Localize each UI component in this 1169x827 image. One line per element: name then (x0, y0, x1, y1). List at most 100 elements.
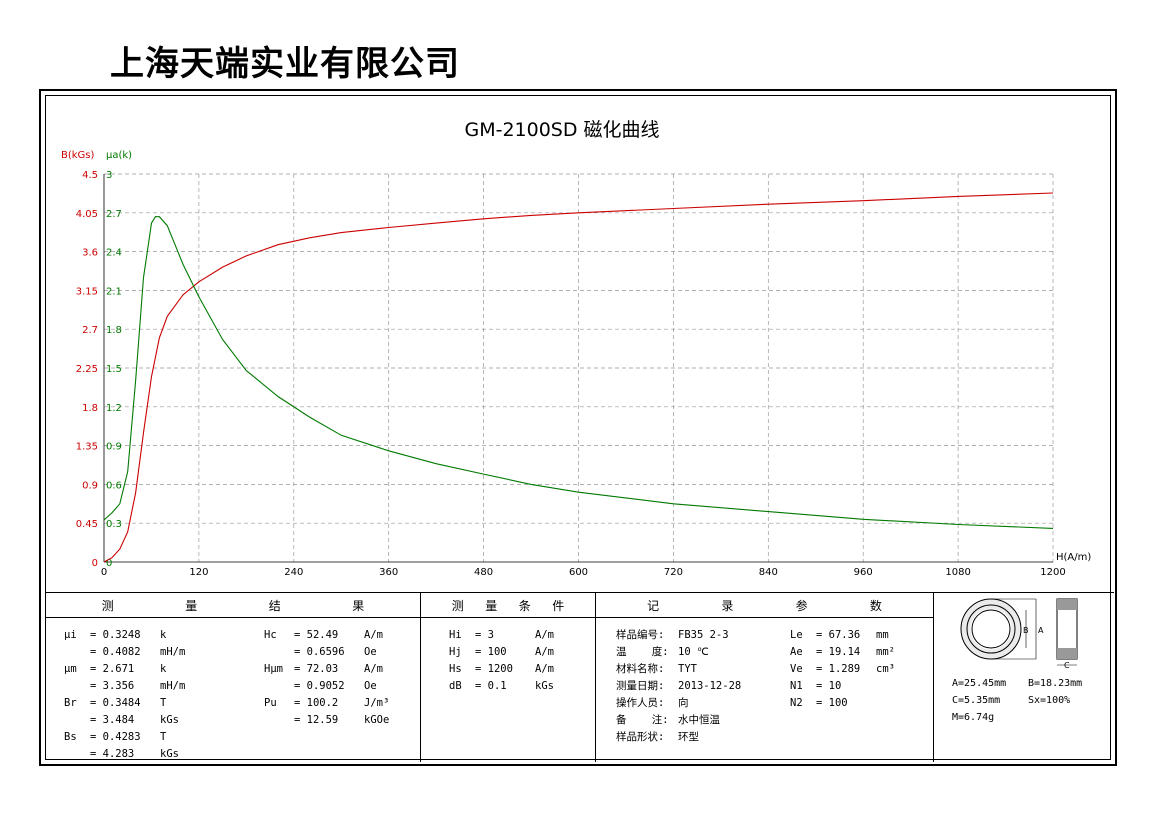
results-heading-char: 结 (268, 598, 281, 613)
conditions-row: Hj = 100 A/m (449, 644, 575, 661)
results-heading-char: 测 (101, 598, 114, 613)
results-cell: T (160, 731, 167, 743)
conditions-cell: = 1200 (475, 663, 513, 675)
x-tick-label: 240 (284, 567, 303, 578)
results-cell: k (160, 663, 167, 675)
results-cell: = 100.2 (294, 697, 339, 709)
results-cell: mH/m (160, 680, 186, 692)
params-cell: N2 (790, 697, 803, 709)
params-cell (876, 695, 906, 712)
conditions-row: Hi = 3 A/m (449, 627, 575, 644)
y-left-tick-label: 3.15 (76, 286, 98, 297)
y-right-tick-label: 2.7 (106, 209, 122, 220)
results-cell: = 0.4283 (90, 731, 141, 743)
params-cell: mm (876, 629, 889, 641)
x-tick-label: 0 (101, 567, 107, 578)
x-tick-label: 960 (854, 567, 873, 578)
chart-title: GM-2100SD 磁化曲线 (464, 119, 659, 141)
params-cell: 10 ℃ (678, 646, 709, 658)
params-row: 温 度: 10 ℃ (616, 644, 758, 661)
results-cell: J/m³ (364, 697, 390, 709)
results-cell: μm (64, 663, 77, 675)
dim-label-b: B (1023, 626, 1029, 635)
results-row: μm = 2.671 k (64, 661, 200, 678)
conditions-heading: 测 量 条 件 (421, 593, 595, 618)
params-heading: 记 录 参 数 (596, 593, 933, 618)
results-cell: k (160, 629, 167, 641)
y-left-tick-label: 1.35 (76, 442, 98, 453)
results-row: = 3.484 kGs (64, 712, 200, 729)
conditions-heading-char: 测 (451, 598, 464, 613)
results-row: = 4.283 kGs (64, 746, 200, 763)
y-left-tick-label: 2.25 (76, 364, 98, 375)
conditions-cell: Hj (449, 646, 462, 658)
toroid-diagram: B A C (960, 598, 1078, 670)
params-cell: = 19.14 (816, 646, 861, 658)
results-cell: T (160, 697, 167, 709)
results-cell: kGOe (364, 714, 390, 726)
series-line-b (103, 192, 1054, 563)
conditions-cell: = 100 (475, 646, 507, 658)
y-left-tick-label: 0 (92, 558, 98, 569)
results-row: Bs = 0.4283 T (64, 729, 200, 746)
x-tick-label: 600 (569, 567, 588, 578)
y-right-tick-label: 0.6 (106, 480, 122, 491)
x-tick-label: 1200 (1040, 567, 1065, 578)
results-row: μi = 0.3248 k (64, 627, 200, 644)
results-left-list: μi = 0.3248 k = 0.4082 mH/m μm = 2.671 k = 3.356… (64, 627, 200, 763)
results-cell (264, 712, 294, 729)
params-cell: cm³ (876, 663, 895, 675)
results-cell: μi (64, 629, 77, 641)
params-cell: 水中恒温 (678, 714, 720, 726)
params-row: 测量日期: 2013-12-28 (616, 678, 758, 695)
x-axis-label: H(A/m) (1056, 552, 1091, 563)
params-cell: Ae (790, 646, 803, 658)
params-cell: 2013-12-28 (678, 680, 742, 692)
results-cell: kGs (160, 748, 179, 760)
x-tick-label: 360 (379, 567, 398, 578)
x-tick-label: 120 (189, 567, 208, 578)
y-right-tick-label: 1.2 (106, 403, 122, 414)
sample-dims: A=25.45mm B=18.23mm C=5.35mm Sx=100% M=6.7… (952, 675, 1082, 726)
params-heading-char: 参 (795, 598, 808, 613)
params-row: N2 = 100 (790, 695, 906, 712)
conditions-heading-char: 量 (485, 598, 498, 613)
results-cell: = 4.283 (90, 748, 135, 760)
params-cell: 材料名称: (616, 663, 665, 675)
params-cell: 样品形状: (616, 731, 665, 743)
results-row: = 0.4082 mH/m (64, 644, 200, 661)
series-line-ua (103, 216, 1054, 529)
params-row: N1 = 10 (790, 678, 906, 695)
results-heading-char: 量 (185, 598, 198, 613)
params-cell: TYT (678, 663, 697, 675)
params-cell: = 1.289 (816, 663, 861, 675)
results-row: = 0.6596 Oe (264, 644, 404, 661)
params-cell (876, 678, 906, 695)
dim-label-c: C (1064, 661, 1070, 670)
y-left-tick-label: 1.8 (82, 403, 98, 414)
results-cell: = 0.4082 (90, 646, 141, 658)
results-cell (264, 644, 294, 661)
conditions-cell: A/m (535, 663, 554, 675)
y-right-axis-label: μa(k) (106, 150, 132, 161)
results-cell: kGs (160, 714, 179, 726)
y-right-tick-label: 0 (106, 558, 112, 569)
params-cell: 备 注: (616, 714, 669, 726)
y-left-axis-label: B(kGs) (61, 150, 95, 161)
x-tick-label: 840 (759, 567, 778, 578)
x-tick-label: 720 (664, 567, 683, 578)
results-row: Pu = 100.2 J/m³ (264, 695, 404, 712)
params-cell: 环型 (678, 731, 699, 743)
params-cell: mm² (876, 646, 895, 658)
params-heading-char: 记 (647, 598, 660, 613)
results-panel: 测 量 结 果 μi = 0.3248 k = 0.4082 mH/m μm = 2.671… (46, 592, 420, 762)
dim-c: C=5.35mm (952, 695, 1001, 706)
params-left-list: 样品编号: FB35 2-3 温 度: 10 ℃ 材料名称: TYT 测量日期: 2013-1… (616, 627, 758, 746)
results-cell: = 52.49 (294, 629, 339, 641)
results-cell: Oe (364, 680, 377, 692)
y-right-tick-label: 1.5 (106, 364, 122, 375)
results-cell (64, 712, 90, 729)
results-cell: mH/m (160, 646, 186, 658)
results-cell: = 3.484 (90, 714, 135, 726)
x-tick-label: 480 (474, 567, 493, 578)
